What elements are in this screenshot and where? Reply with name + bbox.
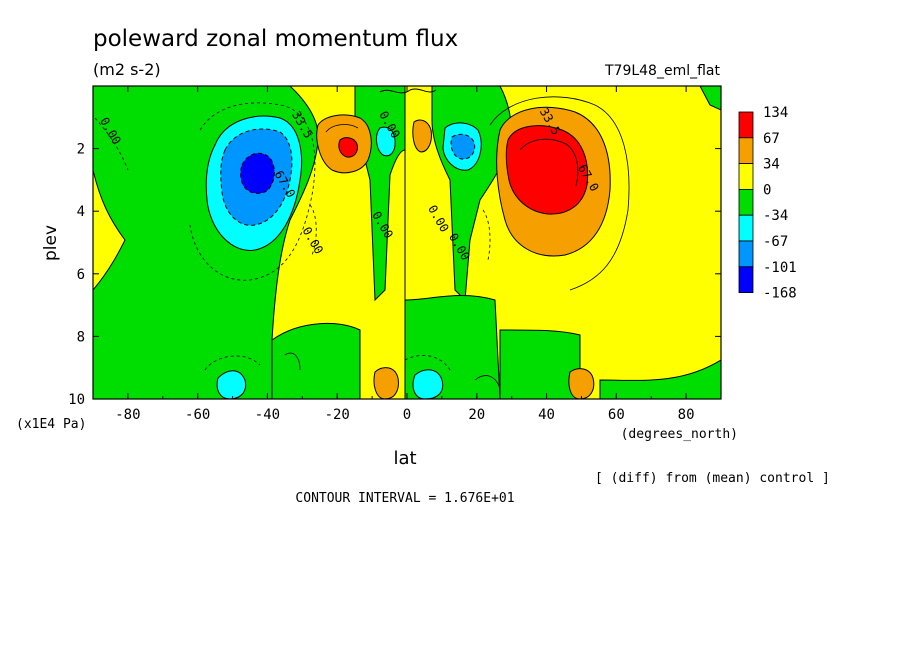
colorbar-legend: 134 67 34 0 -34 -67 -101 -168 bbox=[738, 105, 797, 302]
x-tick-label: 80 bbox=[678, 407, 695, 423]
colorbar-swatch bbox=[738, 240, 754, 268]
chart-title: poleward zonal momentum flux bbox=[93, 26, 458, 52]
x-tick-label: -20 bbox=[325, 407, 350, 423]
y-tick-label: 6 bbox=[77, 267, 85, 283]
contour-interval: CONTOUR INTERVAL = 1.676E+01 bbox=[295, 491, 514, 506]
colorbar-label: -101 bbox=[763, 260, 797, 276]
run-label: T79L48_eml_flat bbox=[604, 63, 721, 79]
colorbar-swatch bbox=[738, 111, 754, 139]
y-axis: 2 4 6 8 10 bbox=[68, 142, 721, 408]
colorbar-label: -34 bbox=[763, 208, 788, 224]
colorbar-label: -67 bbox=[763, 234, 788, 250]
x-tick-label: -40 bbox=[255, 407, 280, 423]
colorbar-label: 134 bbox=[763, 105, 788, 121]
colorbar-swatch bbox=[738, 214, 754, 242]
comparison-note: [ (diff) from (mean) control ] bbox=[595, 471, 830, 486]
colorbar-label: 0 bbox=[763, 182, 771, 198]
chart-units: (m2 s-2) bbox=[93, 60, 161, 79]
colorbar-label: 67 bbox=[763, 131, 780, 147]
y-axis-units: (x1E4 Pa) bbox=[16, 417, 86, 432]
y-tick-label: 2 bbox=[77, 142, 85, 158]
colorbar-swatch bbox=[738, 163, 754, 190]
colorbar-swatch bbox=[738, 137, 754, 165]
colorbar-label: -168 bbox=[763, 286, 797, 302]
x-axis: -80 -60 -40 -20 0 20 40 60 80 bbox=[92, 86, 722, 423]
x-axis-units: (degrees_north) bbox=[621, 427, 738, 442]
x-tick-label: 60 bbox=[608, 407, 625, 423]
x-tick-label: -80 bbox=[115, 407, 140, 423]
y-tick-label: 4 bbox=[77, 204, 85, 220]
x-axis-label: lat bbox=[393, 448, 416, 469]
y-tick-label: 10 bbox=[68, 392, 85, 408]
x-tick-label: -60 bbox=[185, 407, 210, 423]
y-tick-label: 8 bbox=[77, 329, 85, 345]
x-tick-label: 40 bbox=[538, 407, 555, 423]
y-axis-label: plev bbox=[41, 225, 61, 261]
x-tick-label: 0 bbox=[403, 407, 411, 423]
colorbar-swatch bbox=[738, 188, 754, 216]
colorbar-label: 34 bbox=[763, 157, 780, 173]
colorbar-swatch bbox=[738, 266, 754, 293]
x-tick-label: 20 bbox=[468, 407, 485, 423]
